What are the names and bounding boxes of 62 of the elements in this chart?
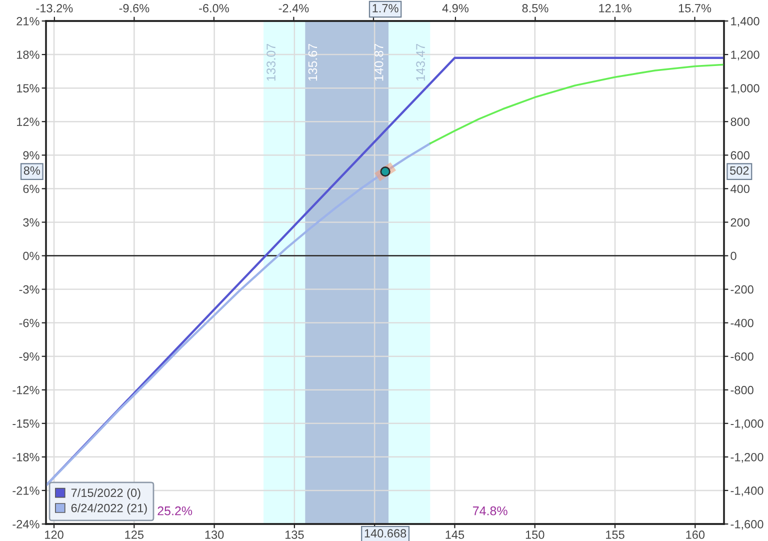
line-series xyxy=(46,142,432,487)
x2-tick-label: -13.2% xyxy=(36,4,73,12)
y2-tick-label: 200 xyxy=(730,218,750,227)
y-tick-label: -9% xyxy=(19,352,40,361)
annotation: 74.8% xyxy=(473,506,508,516)
annotation: 135.67 xyxy=(308,44,318,81)
y-tick-label: 15% xyxy=(17,84,40,92)
annotation: 143.47 xyxy=(416,44,425,81)
legend-label: 7/15/2022 (0) xyxy=(71,488,140,500)
y2-tick-label: 1,400 xyxy=(731,17,760,27)
annotation: 25.2% xyxy=(158,506,192,516)
y-tick-label: -15% xyxy=(12,419,40,428)
text: 502 xyxy=(730,166,749,175)
y-tick-label: 0% xyxy=(23,252,40,260)
y-tick-label: -21% xyxy=(12,486,40,495)
y2-tick-label: -1,600 xyxy=(730,520,764,530)
y-tick-label: -12% xyxy=(12,386,40,394)
x2-tick-label: 12.1% xyxy=(599,4,632,12)
y2-tick-label: 0 xyxy=(730,252,736,260)
x2-tick-label: -2.4% xyxy=(278,4,309,12)
y2-tick-label: 1,200 xyxy=(731,50,760,60)
y-tick-label: -18% xyxy=(12,452,40,462)
y2-tick-label: 400 xyxy=(730,184,750,194)
annotation: 140.87 xyxy=(374,44,384,81)
y-tick-label: 6% xyxy=(23,184,40,194)
y2-tick-label: 800 xyxy=(730,118,750,126)
y-tick-label: 12% xyxy=(17,118,40,126)
y-tick-label: -6% xyxy=(19,318,40,328)
annotation: 1.7% xyxy=(372,4,398,12)
x-tick-label: 145 xyxy=(446,530,464,539)
legend-label: 6/24/2022 (21) xyxy=(71,504,147,515)
x-tick-label: 120 xyxy=(45,530,64,539)
y2-tick-label: -200 xyxy=(730,285,754,294)
x2-tick-label: 4.9% xyxy=(442,4,468,12)
y-tick-label: 9% xyxy=(23,151,40,160)
y2-tick-label: -600 xyxy=(730,352,754,361)
y-tick-label: -24% xyxy=(12,520,40,528)
x-tick-label: 150 xyxy=(526,530,544,539)
x-tick-label: 155 xyxy=(606,530,624,539)
y2-tick-label: -1,200 xyxy=(730,452,764,463)
y-tick-label: 21% xyxy=(16,17,40,26)
x-tick-label: 125 xyxy=(125,530,144,539)
x-tick-label: 160 xyxy=(686,530,705,539)
x2-tick-label: -9.6% xyxy=(119,4,150,12)
y2-tick-label: -1,000 xyxy=(730,419,764,430)
annotation: 140.668 xyxy=(364,529,406,538)
text: 8% xyxy=(24,166,40,175)
x2-tick-label: 15.7% xyxy=(678,4,712,12)
y2-tick-label: -800 xyxy=(730,386,754,394)
x2-tick-label: 8.5% xyxy=(522,4,548,12)
x2-tick-label: -6.0% xyxy=(199,4,229,12)
y-tick-label: 18% xyxy=(17,50,40,59)
y2-tick-label: -400 xyxy=(730,318,754,328)
y2-tick-label: 600 xyxy=(730,151,750,160)
x-tick-label: 130 xyxy=(205,530,224,539)
y-tick-label: 3% xyxy=(23,218,40,227)
y-tick-label: -3% xyxy=(19,285,40,294)
line-series xyxy=(429,64,724,144)
y2-tick-label: 1,000 xyxy=(731,84,760,94)
annotation: 133.07 xyxy=(266,44,276,81)
y2-tick-label: -1,400 xyxy=(730,486,764,496)
x-tick-label: 135 xyxy=(285,530,304,539)
